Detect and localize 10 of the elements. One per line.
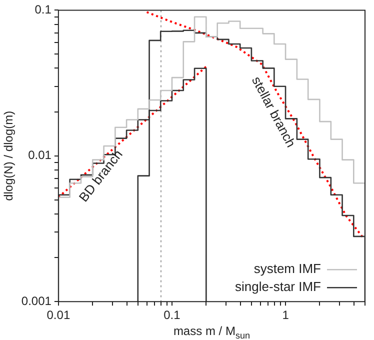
- x-axis-title: mass m / M$_{sun}$: [172, 324, 251, 340]
- y-tick-label: 0.001: [21, 294, 52, 308]
- y-axis-title: dlog(N) / dlog(m): [2, 110, 16, 201]
- x-tick-label: 0.1: [164, 308, 181, 322]
- x-tick-label: 1: [282, 308, 290, 322]
- x-tick-label: 0.01: [46, 308, 70, 322]
- y-tick-label: 0.1: [34, 2, 52, 17]
- y-tick-label: 0.01: [28, 148, 52, 162]
- legend-label: single-star IMF: [235, 279, 322, 294]
- legend-label: system IMF: [254, 261, 322, 276]
